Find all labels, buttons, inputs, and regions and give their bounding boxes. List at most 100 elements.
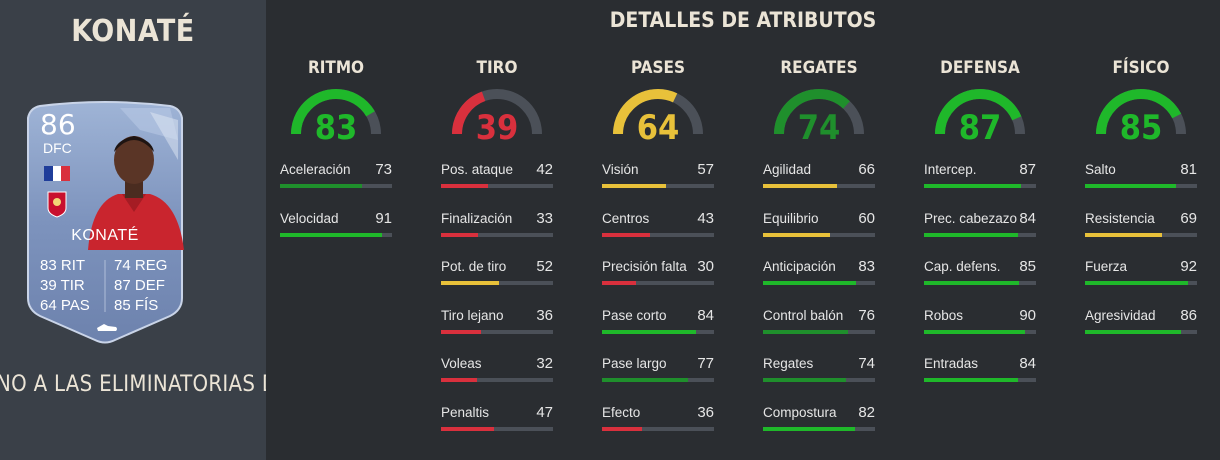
gauge-arc (291, 89, 381, 135)
attribute-name: Pos. ataque (441, 162, 514, 177)
attribute-bar (763, 232, 875, 237)
attribute-row: Control balón 76 (763, 302, 875, 351)
attribute-value: 92 (1180, 258, 1197, 276)
attribute-name: Agilidad (763, 162, 812, 177)
attribute-bar-fill (602, 378, 689, 383)
attribute-name: Finalización (441, 210, 513, 226)
category-gauge: 39 (441, 86, 553, 156)
attribute-bar (602, 426, 714, 431)
attribute-bar-fill (1085, 281, 1189, 286)
attribute-bar (441, 378, 553, 383)
category-gauge: 74 (763, 86, 875, 156)
attribute-value: 83 (858, 258, 875, 276)
attribute-bar (441, 329, 553, 334)
attribute-name: Pot. de tiro (441, 259, 507, 275)
attribute-bar (602, 281, 714, 286)
attribute-row: Cap. defens. 85 (924, 253, 1036, 302)
attribute-row: Voleas 32 (441, 350, 553, 399)
player-card[interactable]: 86 DFC KONATÉ 83 RIT 74 REG 39 TIR 87 DE… (20, 100, 190, 345)
attribute-row: Robos 90 (924, 302, 1036, 351)
category-value: 87 (958, 108, 1002, 148)
attribute-row: Tiro lejano 36 (441, 302, 553, 351)
card-stat-rit: 83 RIT (40, 257, 86, 274)
attribute-bar-fill (763, 184, 837, 188)
attribute-bar-fill (1085, 232, 1163, 237)
attribute-row: Prec. cabezazo 84 (924, 205, 1036, 254)
attribute-bar (1085, 329, 1197, 334)
attribute-value: 84 (1019, 209, 1036, 227)
card-stat-pas: 64 PAS (40, 297, 90, 314)
attribute-value: 76 (858, 306, 875, 324)
attribute-value: 60 (858, 209, 875, 227)
attribute-bar-fill (1085, 329, 1182, 334)
attribute-row: Entradas 84 (924, 350, 1036, 399)
gauge-arc (452, 89, 542, 135)
category-físico: FÍSICO 85 Salto 81 Resistencia 69 Fuerza 92 Agre… (1085, 58, 1197, 350)
attribute-row: Salto 81 (1085, 156, 1197, 205)
category-gauge: 83 (280, 86, 392, 156)
attribute-bar (924, 329, 1036, 334)
attribute-value: 66 (858, 161, 875, 178)
attribute-value: 77 (697, 355, 714, 373)
attribute-bar (441, 426, 553, 431)
attribute-row: Aceleración 73 (280, 156, 392, 205)
attribute-bar-fill (602, 184, 666, 188)
attribute-row: Pos. ataque 42 (441, 156, 553, 205)
category-regates: REGATES 74 Agilidad 66 Equilibrio 60 Anticipac… (763, 58, 875, 448)
attribute-name: Control balón (763, 307, 844, 323)
attribute-name: Anticipación (763, 259, 836, 275)
attribute-bar (441, 232, 553, 237)
attribute-name: Fuerza (1085, 259, 1128, 275)
attribute-bar (1085, 281, 1197, 286)
category-title: RITMO (307, 58, 365, 78)
attribute-bar-fill (763, 232, 831, 237)
attribute-value: 32 (536, 355, 553, 373)
gauge-arc (774, 89, 864, 135)
card-stats: 83 RIT 74 REG 39 TIR 87 DEF 64 PAS 85 FÍ… (40, 257, 180, 317)
attribute-bar (441, 184, 553, 188)
attribute-name: Cap. defens. (924, 259, 1001, 275)
attribute-value: 43 (697, 209, 714, 227)
attribute-bar-fill (924, 184, 1022, 188)
category-ritmo: RITMO 83 Aceleración 73 Velocidad 91 (280, 58, 392, 253)
attribute-name: Equilibrio (763, 210, 819, 226)
attribute-bar-fill (602, 426, 643, 431)
attribute-row: Precisión falta 30 (602, 253, 714, 302)
attribute-bar-fill (441, 378, 477, 383)
club-badge-icon (47, 191, 67, 218)
attribute-value: 33 (536, 209, 553, 227)
attribute-bar-fill (763, 329, 849, 334)
attribute-row: Visión 57 (602, 156, 714, 205)
attribute-bar (1085, 232, 1197, 237)
attribute-value: 36 (697, 403, 714, 421)
gauge-arc (1096, 89, 1186, 135)
card-stat-tir: 39 TIR (40, 277, 85, 294)
attribute-name: Voleas (441, 356, 482, 372)
attribute-value: 86 (1180, 306, 1197, 324)
attribute-row: Agresividad 86 (1085, 302, 1197, 351)
attribute-bar-fill (280, 232, 382, 237)
gauge-fill (935, 89, 1025, 135)
attribute-bar (924, 232, 1036, 237)
attribute-bar (763, 184, 875, 188)
boot-icon (97, 324, 117, 331)
attribute-row: Equilibrio 60 (763, 205, 875, 254)
category-tiro: TIRO 39 Pos. ataque 42 Finalización 33 Pot. de… (441, 58, 553, 448)
attribute-row: Fuerza 92 (1085, 253, 1197, 302)
category-value: 74 (797, 108, 841, 148)
france-flag-icon (44, 166, 71, 181)
card-rating: 86 (40, 108, 76, 141)
attribute-value: 36 (536, 306, 553, 324)
attribute-value: 85 (1019, 258, 1036, 276)
category-title: DEFENSA (940, 58, 1020, 78)
attribute-value: 69 (1180, 209, 1197, 227)
attribute-bar (763, 281, 875, 286)
attribute-bar-fill (602, 329, 697, 334)
attribute-bar-fill (763, 281, 856, 286)
card-position: DFC (43, 140, 72, 156)
attribute-name: Intercep. (924, 162, 977, 177)
attribute-row: Pase corto 84 (602, 302, 714, 351)
attribute-value: 90 (1019, 306, 1036, 324)
category-value: 83 (314, 108, 358, 148)
attribute-value: 74 (858, 355, 875, 373)
